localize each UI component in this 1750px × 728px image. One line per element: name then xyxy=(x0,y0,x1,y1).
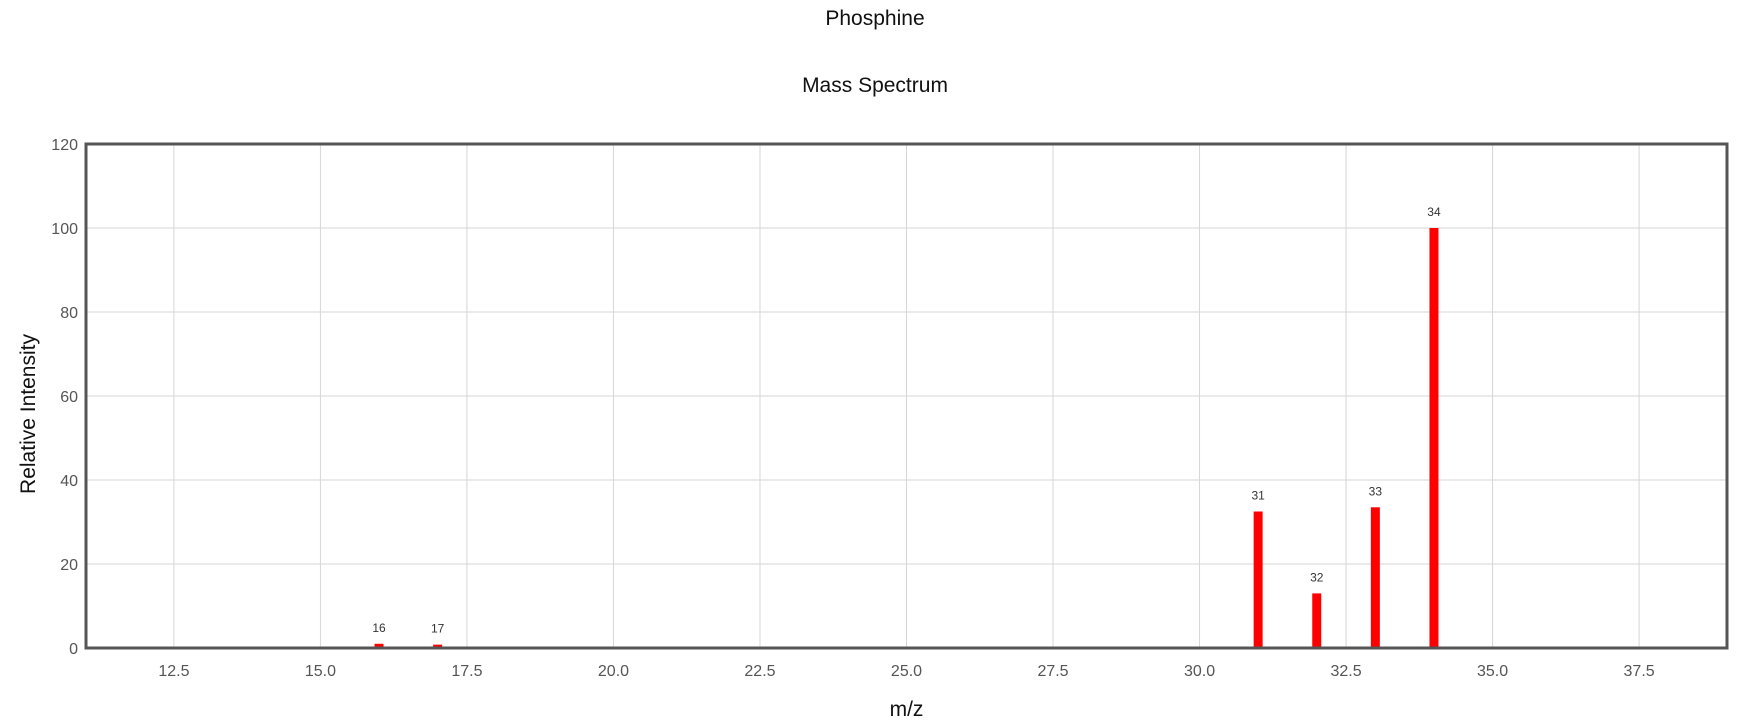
y-tick-label: 40 xyxy=(60,473,78,490)
x-tick-label: 30.0 xyxy=(1184,663,1215,680)
peak-bar-31 xyxy=(1253,511,1263,648)
peak-label-34: 34 xyxy=(1427,205,1441,219)
peak-bar-17 xyxy=(433,644,443,648)
peak-bar-16 xyxy=(374,643,384,648)
peak-label-32: 32 xyxy=(1310,570,1324,584)
peak-bar-32 xyxy=(1312,593,1322,648)
x-tick-label: 22.5 xyxy=(744,663,775,680)
x-tick-label: 25.0 xyxy=(891,663,922,680)
peak-labels: 16 17 31 32 33 34 xyxy=(372,205,1441,636)
x-tick-label: 27.5 xyxy=(1037,663,1068,680)
x-tick-label: 32.5 xyxy=(1330,663,1361,680)
chart-title: Phosphine xyxy=(825,7,924,30)
y-tick-label: 0 xyxy=(69,641,78,658)
peak-label-31: 31 xyxy=(1251,489,1265,503)
x-tick-label: 15.0 xyxy=(305,663,336,680)
x-tick-label: 35.0 xyxy=(1477,663,1508,680)
x-tick-label: 20.0 xyxy=(598,663,629,680)
y-axis-title: Relative Intensity xyxy=(17,334,40,494)
y-tick-label: 100 xyxy=(51,221,78,238)
y-tick-label: 80 xyxy=(60,305,78,322)
peak-bars xyxy=(374,228,1439,648)
y-tick-label: 20 xyxy=(60,557,78,574)
x-tick-label: 17.5 xyxy=(451,663,482,680)
y-axis-ticks: 0 20 40 60 80 100 120 xyxy=(51,137,78,658)
y-tick-label: 120 xyxy=(51,137,78,154)
peak-bar-33 xyxy=(1370,507,1380,648)
plot-frame xyxy=(84,142,1729,650)
x-tick-label: 12.5 xyxy=(158,663,189,680)
y-tick-label: 60 xyxy=(60,389,78,406)
peak-label-33: 33 xyxy=(1369,484,1383,498)
x-tick-label: 37.5 xyxy=(1624,663,1655,680)
grid-lines xyxy=(86,143,1727,649)
chart-subtitle: Mass Spectrum xyxy=(802,74,948,97)
x-axis-title: m/z xyxy=(890,698,924,721)
peak-label-17: 17 xyxy=(431,622,445,636)
peak-bar-34 xyxy=(1429,228,1439,648)
x-axis-ticks: 12.5 15.0 17.5 20.0 22.5 25.0 27.5 30.0 32.5 35.0… xyxy=(158,663,1654,680)
peak-label-16: 16 xyxy=(372,621,386,635)
